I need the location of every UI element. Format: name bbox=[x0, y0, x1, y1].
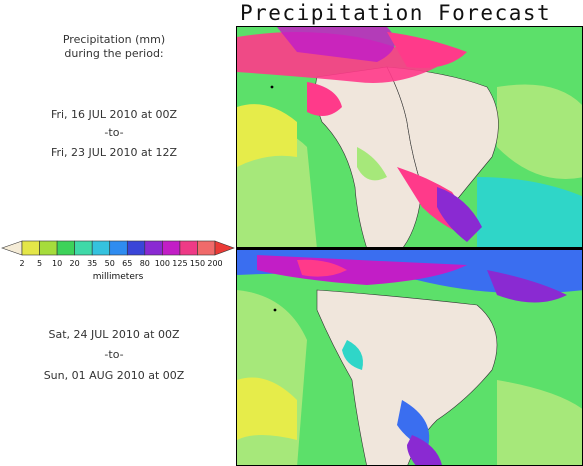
atlantic-light-zone bbox=[497, 84, 582, 179]
legend-arrow-low bbox=[1, 240, 23, 256]
forecast-map-period-1 bbox=[236, 26, 583, 248]
pacific-yellow-band bbox=[237, 377, 297, 440]
map1-svg bbox=[237, 27, 582, 247]
color-legend: 2 5 10 20 35 50 65 80 100 125 150 200 millimeters bbox=[0, 237, 236, 287]
map-divider bbox=[236, 247, 583, 250]
legend-tick-label: 80 bbox=[139, 259, 150, 268]
island-marker bbox=[270, 85, 274, 89]
island-marker bbox=[273, 308, 277, 312]
uruguay-rain bbox=[437, 187, 482, 242]
legend-cell bbox=[197, 240, 216, 256]
northern-heavy-rain-2 bbox=[277, 27, 395, 62]
period2-start: Sat, 24 JUL 2010 at 00Z bbox=[48, 328, 180, 341]
interior-moist bbox=[342, 340, 363, 370]
map2-svg bbox=[237, 250, 582, 465]
atlantic-moist-zone bbox=[477, 177, 582, 247]
period1-to: -to- bbox=[104, 126, 124, 139]
legend-units: millimeters bbox=[92, 272, 144, 282]
caribbean-rain bbox=[387, 32, 467, 68]
period1-start: Fri, 16 JUL 2010 at 00Z bbox=[50, 108, 178, 121]
forecast-map-period-2 bbox=[236, 249, 583, 466]
southern-extreme bbox=[407, 435, 442, 465]
legend-tick-label: 20 bbox=[69, 259, 80, 268]
legend-colorbar bbox=[1, 240, 235, 256]
legend-cell bbox=[91, 240, 111, 256]
southern-rain bbox=[397, 400, 430, 450]
period1-end: Fri, 23 JUL 2010 at 12Z bbox=[50, 146, 178, 159]
legend-cell bbox=[144, 240, 163, 256]
legend-arrow-high bbox=[214, 240, 235, 256]
colombia-extreme bbox=[297, 259, 347, 277]
period2-to: -to- bbox=[104, 348, 124, 361]
legend-tick-label: 125 bbox=[172, 259, 188, 268]
legend-tick-label: 5 bbox=[36, 259, 43, 268]
legend-cell bbox=[109, 240, 128, 256]
legend-tick-label: 2 bbox=[19, 259, 25, 268]
legend-tick-label: 10 bbox=[51, 259, 63, 268]
intro-line-1: Precipitation (mm) bbox=[62, 33, 166, 46]
legend-tick-label: 50 bbox=[104, 259, 115, 268]
legend-cell bbox=[162, 240, 181, 256]
legend-tick-label: 200 bbox=[207, 259, 223, 268]
colombia-rain bbox=[307, 82, 342, 116]
legend-cell bbox=[74, 240, 93, 256]
central-moist bbox=[357, 147, 387, 181]
south-america-land bbox=[316, 289, 498, 465]
legend-tick-label: 150 bbox=[189, 259, 206, 268]
page-title: Precipitation Forecast bbox=[240, 1, 552, 25]
legend-cell bbox=[126, 240, 146, 256]
legend-cell bbox=[39, 240, 58, 256]
atlantic-cluster bbox=[487, 270, 567, 303]
legend-tick-label: 65 bbox=[122, 259, 133, 268]
legend-tick-label: 35 bbox=[87, 259, 98, 268]
legend-tick-label: 100 bbox=[154, 259, 170, 268]
pacific-dry-band bbox=[237, 104, 297, 167]
legend-cell bbox=[21, 240, 40, 256]
legend-cell bbox=[179, 240, 198, 256]
atlantic-light-zone bbox=[497, 380, 582, 465]
legend-cell bbox=[56, 240, 75, 256]
period2-end: Sun, 01 AUG 2010 at 00Z bbox=[43, 369, 185, 382]
intro-line-2: during the period: bbox=[64, 47, 164, 60]
